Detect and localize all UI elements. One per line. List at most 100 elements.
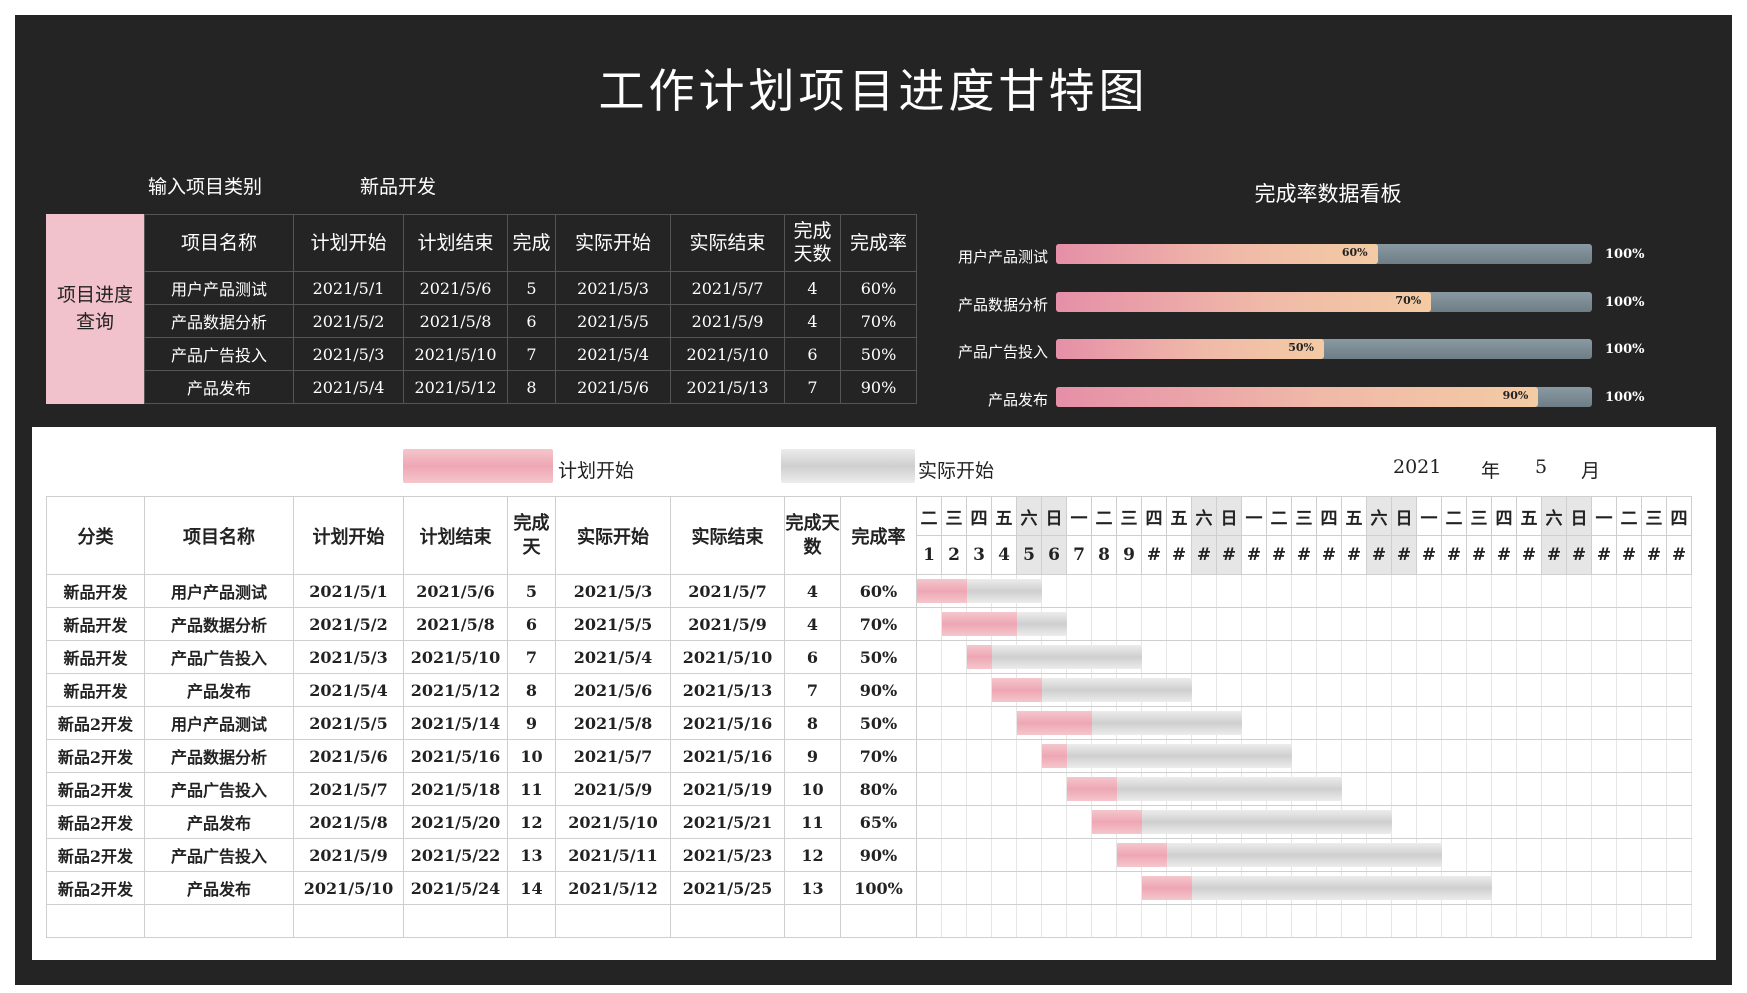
- gantt-day-cell: [1166, 607, 1192, 641]
- gantt-day-cell: [1291, 838, 1317, 872]
- gantt-day-cell: [916, 805, 942, 839]
- gantt-day-cell: [1391, 706, 1417, 740]
- gantt-cell: 65%: [840, 805, 917, 839]
- weekday-header: 日: [1566, 496, 1592, 536]
- gantt-day-cell: [1416, 673, 1442, 707]
- gantt-day-cell: [1666, 739, 1692, 773]
- weekday-header: 三: [1466, 496, 1492, 536]
- day-number-header: #: [1366, 535, 1392, 575]
- query-cell: 4: [784, 271, 841, 305]
- gantt-day-cell: [1466, 673, 1492, 707]
- query-cell: 60%: [840, 271, 917, 305]
- gantt-cell: 9: [507, 706, 556, 740]
- gantt-day-cell: [1616, 640, 1642, 674]
- gantt-day-cell: [1516, 607, 1542, 641]
- query-cell: 2021/5/3: [555, 271, 671, 305]
- gantt-day-cell: [1191, 805, 1217, 839]
- gantt-day-cell: [941, 706, 967, 740]
- gantt-cell: 50%: [840, 640, 917, 674]
- gantt-empty-cell: [1666, 904, 1692, 938]
- day-number-header: 6: [1041, 535, 1067, 575]
- gantt-day-cell: [1091, 871, 1117, 905]
- gantt-cell: 新品开发: [46, 673, 145, 707]
- gantt-empty-cell: [1541, 904, 1567, 938]
- gantt-day-cell: [1466, 739, 1492, 773]
- gantt-cell: 产品发布: [144, 805, 294, 839]
- gantt-day-cell: [1641, 607, 1667, 641]
- query-table: 项目名称 计划开始 计划结束 完成 实际开始 实际结束 完成天数 完成率 用户产品测试 2021…: [144, 214, 917, 404]
- gantt-cell: 2021/5/3: [555, 574, 671, 608]
- gantt-empty-cell: [1391, 904, 1417, 938]
- query-header: 计划开始: [293, 214, 404, 272]
- gantt-day-cell: [1641, 739, 1667, 773]
- day-number-header: #: [1316, 535, 1342, 575]
- gantt-day-cell: [1541, 772, 1567, 806]
- gantt-day-cell: [1616, 607, 1642, 641]
- gantt-day-cell: [1066, 871, 1092, 905]
- gantt-cell: 新品2开发: [46, 739, 145, 773]
- gantt-cell: 12: [507, 805, 556, 839]
- gantt-cell: 2021/5/18: [403, 772, 508, 806]
- gantt-day-cell: [1391, 805, 1417, 839]
- gantt-day-cell: [1141, 838, 1167, 872]
- gantt-empty-cell: [1066, 904, 1092, 938]
- gantt-cell: 2021/5/24: [403, 871, 508, 905]
- gantt-day-cell: [1641, 772, 1667, 806]
- gantt-day-cell: [1316, 739, 1342, 773]
- gantt-cell: 2021/5/4: [293, 673, 404, 707]
- weekday-header: 一: [1591, 496, 1617, 536]
- gantt-day-cell: [1116, 772, 1142, 806]
- gantt-day-cell: [1466, 838, 1492, 872]
- gantt-day-cell: [1366, 871, 1392, 905]
- gantt-day-cell: [1191, 871, 1217, 905]
- month-value[interactable]: 5: [1535, 456, 1548, 478]
- filter-input[interactable]: 新品开发: [360, 176, 437, 198]
- gantt-cell: 新品开发: [46, 607, 145, 641]
- gantt-day-cell: [941, 805, 967, 839]
- query-label-2: 查询: [75, 311, 114, 333]
- query-header: 项目名称: [144, 214, 294, 272]
- gantt-cell: 2021/5/6: [293, 739, 404, 773]
- gantt-day-cell: [1091, 574, 1117, 608]
- query-cell: 90%: [840, 370, 917, 404]
- gantt-day-cell: [1541, 706, 1567, 740]
- gantt-day-cell: [1191, 706, 1217, 740]
- gantt-cell: 2021/5/2: [293, 607, 404, 641]
- gantt-day-cell: [1241, 574, 1267, 608]
- gantt-empty-cell: [1041, 904, 1067, 938]
- gantt-day-cell: [1066, 838, 1092, 872]
- weekday-header: 三: [1641, 496, 1667, 536]
- gantt-day-cell: [1566, 871, 1592, 905]
- year-value[interactable]: 2021: [1393, 456, 1442, 478]
- gantt-row: 新品2开发 产品发布 2021/5/8 2021/5/20 12 2021/5/10 202…: [46, 805, 1692, 839]
- gantt-day-cell: [1541, 871, 1567, 905]
- gantt-day-cell: [1266, 871, 1292, 905]
- gantt-row: 新品2开发 产品广告投入 2021/5/7 2021/5/18 11 2021/5/9 20…: [46, 772, 1692, 806]
- gantt-day-cell: [966, 574, 992, 608]
- gantt-day-cell: [1491, 607, 1517, 641]
- gantt-day-cell: [1291, 772, 1317, 806]
- gantt-day-cell: [1166, 739, 1192, 773]
- gantt-empty-row: [46, 904, 1692, 938]
- weekday-header: 六: [1541, 496, 1567, 536]
- gantt-day-cell: [1491, 871, 1517, 905]
- gantt-cell: 产品发布: [144, 673, 294, 707]
- query-cell: 50%: [840, 337, 917, 371]
- day-number-header: #: [1641, 535, 1667, 575]
- gantt-cell: 9: [784, 739, 841, 773]
- gantt-cell: 新品2开发: [46, 706, 145, 740]
- gantt-day-cell: [1166, 673, 1192, 707]
- query-cell: 2021/5/4: [555, 337, 671, 371]
- gantt-day-cell: [1416, 706, 1442, 740]
- gantt-day-cell: [966, 607, 992, 641]
- dashboard-bar-fill: 90%: [1056, 387, 1539, 407]
- gantt-cell: 2021/5/10: [293, 871, 404, 905]
- gantt-day-cell: [1616, 871, 1642, 905]
- gantt-day-cell: [1041, 673, 1067, 707]
- year-unit: 年: [1481, 460, 1501, 482]
- weekday-header: 日: [1391, 496, 1417, 536]
- gantt-day-cell: [941, 640, 967, 674]
- query-cell: 2021/5/10: [403, 337, 508, 371]
- gantt-day-cell: [1116, 805, 1142, 839]
- gantt-day-cell: [1416, 805, 1442, 839]
